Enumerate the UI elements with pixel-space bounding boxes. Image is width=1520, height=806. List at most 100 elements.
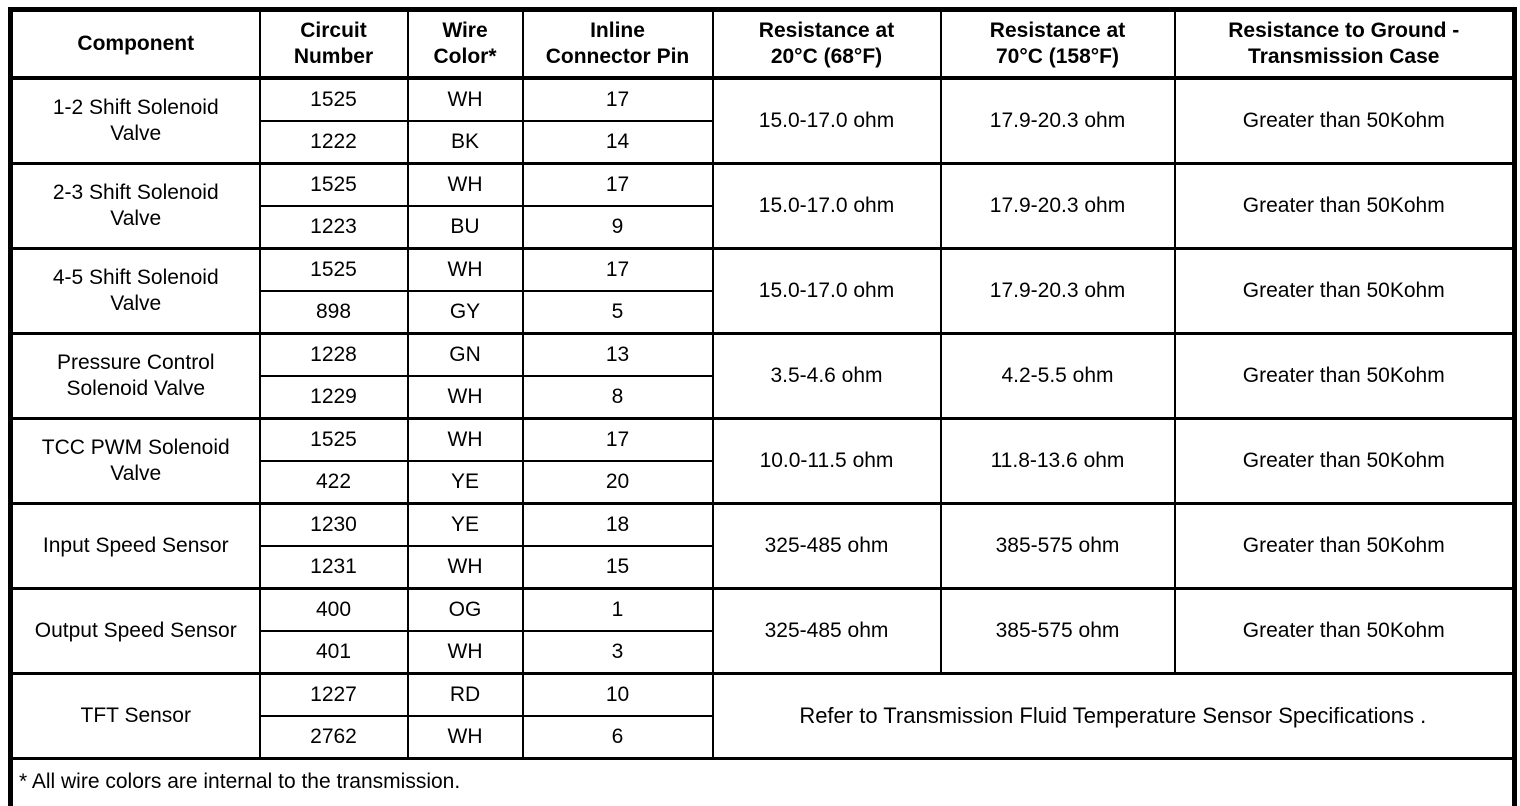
table-row: Pressure Control Solenoid Valve 1228 GN …	[9, 332, 1516, 420]
resistance-20c-cell: 15.0-17.0 ohm	[711, 162, 942, 250]
table-row: 1223 BU 9	[11, 205, 1515, 250]
component-cell: 2-3 Shift Solenoid Valve	[9, 162, 261, 250]
table-row: 1231 WH 15	[11, 545, 1515, 590]
pin-cell: 14	[521, 120, 714, 165]
resistance-20c-cell: 3.5-4.6 ohm	[711, 332, 942, 420]
table-row: TCC PWM Solenoid Valve 1525 WH 17 10.0-1…	[9, 417, 1516, 505]
wire-color-cell: WH	[406, 545, 524, 590]
table-row: 2-3 Shift Solenoid Valve 1525 WH 17 15.0…	[9, 162, 1516, 250]
resistance-20c-cell: 10.0-11.5 ohm	[711, 417, 942, 505]
wire-color-cell: GY	[406, 290, 524, 335]
wire-color-cell: BK	[406, 120, 524, 165]
circuit-cell: 1231	[258, 545, 409, 590]
wire-color-cell: YE	[406, 460, 524, 505]
header-component: Component	[9, 8, 261, 80]
header-resistance-20c: Resistance at 20°C (68°F)	[711, 8, 942, 80]
pin-cell: 17	[521, 247, 714, 292]
pin-cell: 15	[521, 545, 714, 590]
circuit-cell: 1223	[258, 205, 409, 250]
pin-cell: 1	[521, 587, 714, 632]
wire-color-cell: BU	[406, 205, 524, 250]
pin-cell: 17	[521, 162, 714, 207]
resistance-70c-cell: 17.9-20.3 ohm	[939, 162, 1176, 250]
wire-color-cell: OG	[406, 587, 524, 632]
pin-cell: 20	[521, 460, 714, 505]
header-wire-color: Wire Color*	[406, 8, 524, 80]
header-resistance-ground: Resistance to Ground - Transmission Case	[1173, 8, 1516, 80]
table-row: Output Speed Sensor 400 OG 1 325-485 ohm…	[9, 587, 1516, 675]
footnote-row: * All wire colors are internal to the tr…	[9, 757, 1516, 806]
table-row: 898 GY 5	[11, 290, 1515, 335]
header-row: Component Circuit Number Wire Color* Inl…	[9, 8, 1516, 80]
resistance-70c-cell: 17.9-20.3 ohm	[939, 76, 1176, 165]
pin-cell: 17	[521, 76, 714, 122]
tft-sensor-note-cell: Refer to Transmission Fluid Temperature …	[711, 672, 1516, 760]
resistance-70c-cell: 385-575 ohm	[939, 587, 1176, 675]
circuit-cell: 422	[258, 460, 409, 505]
header-circuit-number: Circuit Number	[258, 8, 409, 80]
component-cell: Input Speed Sensor	[9, 502, 261, 590]
resistance-ground-cell: Greater than 50Kohm	[1173, 247, 1516, 335]
resistance-20c-cell: 325-485 ohm	[711, 587, 942, 675]
wire-color-cell: YE	[406, 502, 524, 547]
pin-cell: 3	[521, 630, 714, 675]
table-row: 1-2 Shift Solenoid Valve 1525 WH 17 15.0…	[9, 76, 1516, 165]
wire-color-cell: WH	[406, 630, 524, 675]
pin-cell: 18	[521, 502, 714, 547]
resistance-ground-cell: Greater than 50Kohm	[1173, 502, 1516, 590]
table-row: 1229 WH 8	[11, 375, 1515, 420]
pin-cell: 8	[521, 375, 714, 420]
wire-color-cell: WH	[406, 247, 524, 292]
circuit-cell: 1525	[258, 417, 409, 462]
table-row: TFT Sensor 1227 RD 10 Refer to Transmiss…	[9, 672, 1516, 760]
table-row: 2762 WH 6	[11, 715, 1515, 760]
resistance-ground-cell: Greater than 50Kohm	[1173, 332, 1516, 420]
circuit-cell: 1229	[258, 375, 409, 420]
circuit-cell: 2762	[258, 715, 409, 760]
resistance-ground-cell: Greater than 50Kohm	[1173, 417, 1516, 505]
component-cell: 4-5 Shift Solenoid Valve	[9, 247, 261, 335]
circuit-cell: 1525	[258, 76, 409, 122]
circuit-cell: 1228	[258, 332, 409, 377]
resistance-20c-cell: 15.0-17.0 ohm	[711, 76, 942, 165]
component-resistance-spec-table: Component Circuit Number Wire Color* Inl…	[8, 7, 1517, 806]
wire-color-cell: RD	[406, 672, 524, 717]
wire-color-cell: WH	[406, 417, 524, 462]
circuit-cell: 898	[258, 290, 409, 335]
pin-cell: 17	[521, 417, 714, 462]
resistance-70c-cell: 17.9-20.3 ohm	[939, 247, 1176, 335]
pin-cell: 6	[521, 715, 714, 760]
resistance-ground-cell: Greater than 50Kohm	[1173, 76, 1516, 165]
component-cell: Pressure Control Solenoid Valve	[9, 332, 261, 420]
circuit-cell: 1230	[258, 502, 409, 547]
pin-cell: 10	[521, 672, 714, 717]
circuit-cell: 1222	[258, 120, 409, 165]
component-cell: 1-2 Shift Solenoid Valve	[9, 76, 261, 165]
table-row: Input Speed Sensor 1230 YE 18 325-485 oh…	[9, 502, 1516, 590]
table-row: 4-5 Shift Solenoid Valve 1525 WH 17 15.0…	[9, 247, 1516, 335]
pin-cell: 9	[521, 205, 714, 250]
resistance-70c-cell: 385-575 ohm	[939, 502, 1176, 590]
circuit-cell: 401	[258, 630, 409, 675]
pin-cell: 5	[521, 290, 714, 335]
resistance-ground-cell: Greater than 50Kohm	[1173, 162, 1516, 250]
wire-color-cell: WH	[406, 76, 524, 122]
component-cell: Output Speed Sensor	[9, 587, 261, 675]
resistance-70c-cell: 4.2-5.5 ohm	[939, 332, 1176, 420]
wire-color-cell: WH	[406, 375, 524, 420]
wire-color-cell: WH	[406, 715, 524, 760]
pin-cell: 13	[521, 332, 714, 377]
wire-color-cell: GN	[406, 332, 524, 377]
wire-color-cell: WH	[406, 162, 524, 207]
header-resistance-70c: Resistance at 70°C (158°F)	[939, 8, 1176, 80]
component-cell: TFT Sensor	[9, 672, 261, 760]
circuit-cell: 400	[258, 587, 409, 632]
table-row: 401 WH 3	[11, 630, 1515, 675]
resistance-20c-cell: 325-485 ohm	[711, 502, 942, 590]
table-row: 1222 BK 14	[11, 120, 1515, 165]
component-cell: TCC PWM Solenoid Valve	[9, 417, 261, 505]
resistance-ground-cell: Greater than 50Kohm	[1173, 587, 1516, 675]
table-row: 422 YE 20	[11, 460, 1515, 505]
header-inline-connector-pin: Inline Connector Pin	[521, 8, 714, 80]
circuit-cell: 1525	[258, 247, 409, 292]
